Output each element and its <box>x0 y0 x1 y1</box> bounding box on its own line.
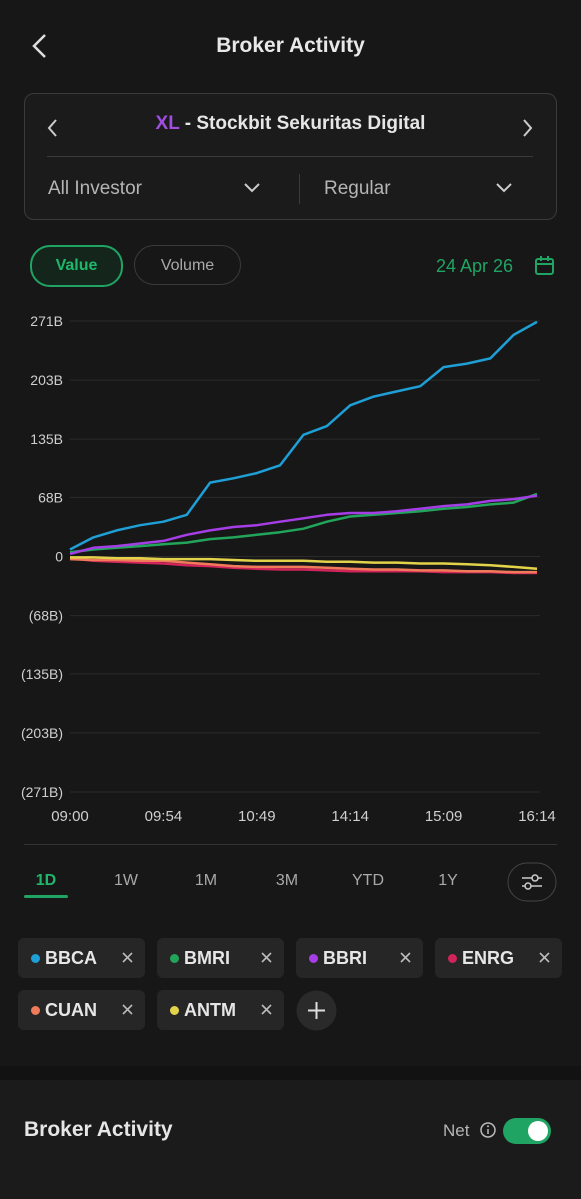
legend-label: BBRI <box>323 948 367 968</box>
calendar-icon[interactable] <box>533 254 557 278</box>
y-tick-label: 68B <box>38 489 63 505</box>
legend-dot <box>31 1006 40 1015</box>
remove-cross <box>122 1004 133 1015</box>
series-line <box>69 492 538 554</box>
legend-label: ANTM <box>184 1000 236 1020</box>
remove-icon[interactable] <box>121 1003 135 1017</box>
settings-button[interactable] <box>507 862 557 902</box>
footer <box>0 1080 581 1199</box>
legend-label: BBCA <box>45 948 97 968</box>
legend-dot <box>31 954 40 963</box>
y-tick-label: (271B) <box>21 784 63 800</box>
value-tab[interactable]: Value <box>30 245 123 287</box>
range-tab[interactable]: 1Y <box>438 872 458 889</box>
divider <box>47 156 533 157</box>
info-icon[interactable] <box>479 1121 497 1139</box>
legend-dot <box>309 954 318 963</box>
remove-cross <box>261 1004 272 1015</box>
range-underline <box>24 895 68 898</box>
range-tab[interactable]: 1D <box>35 872 57 889</box>
x-tick-label: 09:54 <box>145 808 183 825</box>
investor-filter[interactable]: All Investor <box>48 178 142 199</box>
remove-icon[interactable] <box>399 951 413 965</box>
dropdown-icon <box>496 183 512 193</box>
y-tick-label: 271B <box>30 313 63 329</box>
remove-icon[interactable] <box>538 951 552 965</box>
add-button[interactable] <box>296 990 337 1031</box>
series-line <box>69 320 538 551</box>
legend-dot <box>448 954 457 963</box>
dropdown-icon <box>244 183 260 193</box>
range-tab[interactable]: YTD <box>352 872 384 889</box>
back-button[interactable] <box>28 32 52 60</box>
y-tick-label: (68B) <box>29 608 63 624</box>
range-tab[interactable]: 3M <box>275 872 299 889</box>
next-broker[interactable] <box>520 116 536 140</box>
divider <box>299 174 300 204</box>
x-tick-label: 10:49 <box>238 808 276 825</box>
y-tick-label: 203B <box>30 372 63 388</box>
range-tab[interactable]: 1W <box>114 872 138 889</box>
remove-icon[interactable] <box>121 951 135 965</box>
legend-dot <box>170 1006 179 1015</box>
net-label: Net <box>443 1121 470 1140</box>
broker-name: - Stockbit Sekuritas Digital <box>184 113 426 134</box>
volume-tab[interactable]: Volume <box>134 245 241 285</box>
prev-broker[interactable] <box>44 116 60 140</box>
y-tick-label: 0 <box>55 549 63 565</box>
series-line <box>70 556 538 570</box>
remove-cross <box>261 952 272 963</box>
remove-cross <box>539 952 550 963</box>
remove-icon[interactable] <box>260 1003 274 1017</box>
legend-label: BMRI <box>184 948 230 968</box>
remove-cross <box>400 952 411 963</box>
remove-icon[interactable] <box>260 951 274 965</box>
x-tick-label: 15:09 <box>425 808 463 825</box>
legend-dot <box>170 954 179 963</box>
x-tick-label: 16:14 <box>518 808 556 825</box>
legend-label: CUAN <box>45 1000 97 1020</box>
broker-code: XL <box>155 113 180 134</box>
x-tick-label: 09:00 <box>51 808 89 825</box>
legend-label: ENRG <box>462 948 515 968</box>
series-line <box>69 494 538 556</box>
page-title: Broker Activity <box>216 34 365 57</box>
broker-label: XL - Stockbit Sekuritas Digital <box>0 113 581 135</box>
range-tab[interactable]: 1M <box>194 872 218 889</box>
market-filter[interactable]: Regular <box>324 178 391 199</box>
section-title: Broker Activity <box>24 1118 173 1141</box>
chart: 271B 203B 135B 68B 0 (68B) (135B) (203B) (271B) 0… <box>21 313 556 825</box>
remove-cross <box>122 952 133 963</box>
series-line <box>69 557 537 574</box>
date[interactable]: 24 Apr 26 <box>436 256 514 276</box>
y-tick-label: (203B) <box>21 725 63 741</box>
y-tick-label: 135B <box>30 431 63 447</box>
net-toggle[interactable] <box>503 1118 551 1144</box>
y-tick-label: (135B) <box>21 666 63 682</box>
divider <box>24 844 557 845</box>
x-tick-label: 14:14 <box>331 808 369 825</box>
section-gap <box>0 1066 581 1080</box>
